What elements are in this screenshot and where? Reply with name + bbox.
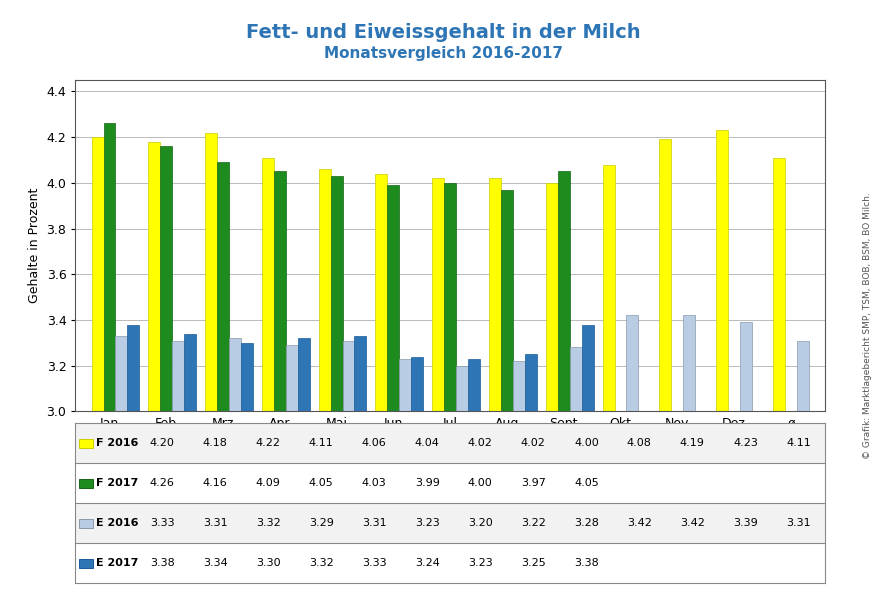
Text: 3.28: 3.28	[573, 518, 598, 528]
Text: 4.19: 4.19	[680, 438, 704, 448]
Bar	[104, 123, 115, 411]
Text: 3.33: 3.33	[361, 558, 386, 568]
Bar	[148, 141, 160, 411]
Text: 4.16: 4.16	[203, 478, 228, 488]
Text: 3.32: 3.32	[308, 558, 333, 568]
Bar	[298, 338, 309, 411]
Text: Monatsvergleich 2016-2017: Monatsvergleich 2016-2017	[323, 46, 563, 61]
Bar	[274, 171, 285, 411]
Bar	[545, 183, 557, 411]
Bar	[399, 359, 411, 411]
Text: 4.11: 4.11	[785, 438, 810, 448]
Bar	[342, 340, 354, 411]
Text: 3.31: 3.31	[785, 518, 810, 528]
Bar	[796, 340, 808, 411]
Text: 4.00: 4.00	[573, 438, 598, 448]
Bar	[160, 146, 172, 411]
Text: 3.97: 3.97	[520, 478, 545, 488]
Text: 4.22: 4.22	[255, 438, 281, 448]
Bar	[581, 324, 593, 411]
Text: 3.32: 3.32	[255, 518, 280, 528]
Bar	[512, 361, 525, 411]
Text: 3.24: 3.24	[415, 558, 439, 568]
Bar	[115, 336, 128, 411]
Bar	[658, 139, 671, 411]
Text: 3.25: 3.25	[520, 558, 545, 568]
Bar	[715, 130, 727, 411]
Bar	[241, 343, 253, 411]
Text: 4.05: 4.05	[308, 478, 333, 488]
Text: 3.34: 3.34	[203, 558, 228, 568]
Text: Fett- und Eiweissgehalt in der Milch: Fett- und Eiweissgehalt in der Milch	[246, 23, 640, 42]
Bar	[602, 165, 614, 411]
Bar	[229, 338, 241, 411]
Bar	[217, 162, 229, 411]
Text: © Grafik: Marktlagebericht SMP, TSM, BOB, BSM, BO Milch.: © Grafik: Marktlagebericht SMP, TSM, BOB…	[862, 192, 871, 459]
Text: 3.23: 3.23	[415, 518, 439, 528]
Text: 4.20: 4.20	[150, 438, 175, 448]
Text: 3.31: 3.31	[361, 518, 386, 528]
Text: 3.20: 3.20	[468, 518, 492, 528]
Bar	[184, 334, 196, 411]
Text: 4.05: 4.05	[573, 478, 598, 488]
Bar	[501, 189, 512, 411]
Bar	[172, 340, 184, 411]
Text: 3.38: 3.38	[573, 558, 598, 568]
Text: 3.99: 3.99	[415, 478, 439, 488]
Bar	[455, 366, 468, 411]
Text: 4.23: 4.23	[732, 438, 757, 448]
Bar	[411, 356, 423, 411]
Bar	[318, 169, 330, 411]
Text: 4.02: 4.02	[520, 438, 545, 448]
Text: E 2016: E 2016	[96, 518, 138, 528]
Bar	[387, 185, 399, 411]
Text: E 2017: E 2017	[96, 558, 138, 568]
Text: 3.42: 3.42	[680, 518, 704, 528]
Bar	[569, 348, 581, 411]
Bar	[205, 133, 217, 411]
Bar	[261, 157, 274, 411]
Text: 4.26: 4.26	[150, 478, 175, 488]
Text: 3.30: 3.30	[256, 558, 280, 568]
Bar	[128, 324, 139, 411]
Text: 4.02: 4.02	[467, 438, 493, 448]
Bar	[444, 183, 455, 411]
Bar	[557, 171, 569, 411]
Bar	[330, 176, 342, 411]
Bar	[468, 359, 479, 411]
Text: 4.09: 4.09	[255, 478, 280, 488]
Text: 4.03: 4.03	[361, 478, 386, 488]
Bar	[525, 354, 536, 411]
Text: 4.11: 4.11	[308, 438, 333, 448]
Text: 4.00: 4.00	[468, 478, 492, 488]
Bar	[488, 178, 501, 411]
Bar	[431, 178, 444, 411]
Text: 3.38: 3.38	[150, 558, 175, 568]
Text: 3.29: 3.29	[308, 518, 333, 528]
Text: F 2017: F 2017	[96, 478, 138, 488]
Text: F 2016: F 2016	[96, 438, 138, 448]
Bar	[354, 336, 366, 411]
Text: 3.23: 3.23	[468, 558, 492, 568]
Text: 4.06: 4.06	[361, 438, 386, 448]
Text: 3.33: 3.33	[150, 518, 175, 528]
Text: 4.18: 4.18	[203, 438, 228, 448]
Y-axis label: Gehalte in Prozent: Gehalte in Prozent	[27, 188, 41, 303]
Bar	[285, 345, 298, 411]
Text: 3.31: 3.31	[203, 518, 228, 528]
Text: 3.22: 3.22	[520, 518, 545, 528]
Bar	[682, 316, 695, 411]
Text: 3.39: 3.39	[732, 518, 757, 528]
Text: 3.42: 3.42	[626, 518, 651, 528]
Bar	[91, 137, 104, 411]
Bar	[772, 157, 784, 411]
Text: 4.04: 4.04	[415, 438, 439, 448]
Bar	[375, 173, 387, 411]
Bar	[626, 316, 638, 411]
Bar	[739, 322, 751, 411]
Text: 4.08: 4.08	[626, 438, 651, 448]
